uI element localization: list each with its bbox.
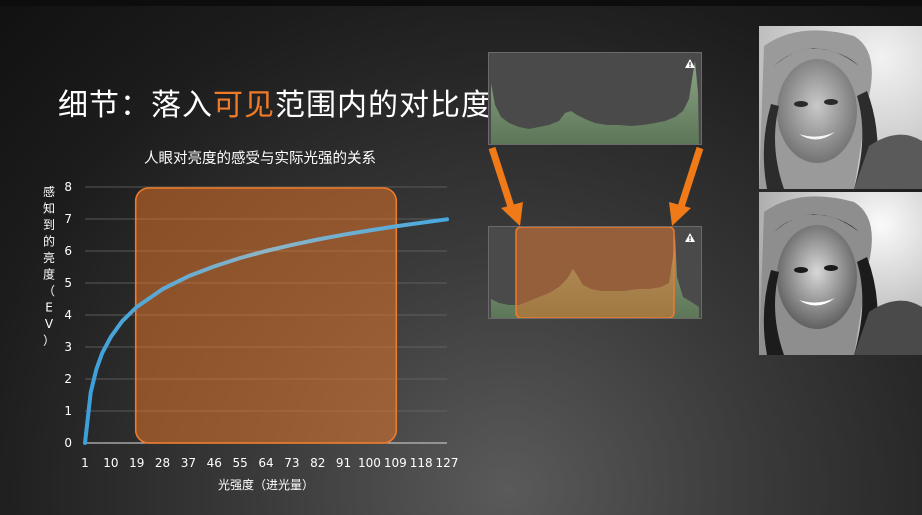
chart-title: 人眼对亮度的感受与实际光强的关系 xyxy=(144,151,376,167)
y-axis-label-char: V xyxy=(45,317,54,331)
x-tick-label: 91 xyxy=(336,456,351,470)
y-tick-label: 2 xyxy=(64,372,72,386)
title-suffix: 范围内的对比度 xyxy=(275,88,492,123)
y-tick-label: 4 xyxy=(64,308,72,322)
down-arrow-icon-right xyxy=(669,146,704,226)
histogram-original-plot xyxy=(491,59,699,144)
y-tick-label: 5 xyxy=(64,276,72,290)
x-tick-label: 55 xyxy=(233,456,248,470)
x-tick-label: 46 xyxy=(207,456,222,470)
y-tick-label: 8 xyxy=(64,180,72,194)
y-axis-label-char: （ xyxy=(43,284,55,298)
y-tick-label: 0 xyxy=(64,436,72,450)
y-axis-label-char: 感 xyxy=(43,184,55,199)
y-axis-label-char: 到 xyxy=(43,218,55,232)
y-axis-label-char: 度 xyxy=(43,267,55,282)
y-tick-label: 1 xyxy=(64,404,72,418)
histogram-stretched-plot xyxy=(491,226,699,319)
y-tick-label: 3 xyxy=(64,340,72,354)
x-tick-label: 1 xyxy=(81,456,89,470)
x-tick-label: 82 xyxy=(310,456,325,470)
title-highlight: 可见 xyxy=(213,88,275,123)
histogram-stretched-curve xyxy=(491,235,699,318)
x-tick-label: 118 xyxy=(410,456,433,470)
y-axis-label-char: 亮 xyxy=(43,250,55,265)
down-arrow-icon-left xyxy=(488,146,523,226)
x-tick-label: 73 xyxy=(284,456,299,470)
warning-triangle-icon xyxy=(685,59,695,68)
series-line xyxy=(83,217,449,445)
x-tick-label: 19 xyxy=(129,456,144,470)
x-tick-label: 127 xyxy=(436,456,459,470)
x-axis-label: 光强度（进光量） xyxy=(218,477,314,492)
slide-title: 细节：落入可见范围内的对比度 xyxy=(58,80,492,124)
portrait-photo-original xyxy=(759,26,922,189)
x-tick-label: 37 xyxy=(181,456,196,470)
arrows xyxy=(488,146,704,226)
x-tick-label: 100 xyxy=(358,456,381,470)
histogram-original-curve xyxy=(491,61,699,144)
y-tick-label: 7 xyxy=(64,212,72,226)
x-tick-label: 64 xyxy=(258,456,273,470)
warning-triangle-icon xyxy=(685,233,695,242)
title-prefix: 细节：落入 xyxy=(58,88,213,123)
x-tick-label: 28 xyxy=(155,456,170,470)
histogram-original xyxy=(488,52,702,145)
histogram-stretched xyxy=(488,226,702,319)
x-tick-label: 10 xyxy=(103,456,118,470)
y-tick-label: 6 xyxy=(64,244,72,258)
y-axis-label-char: ） xyxy=(43,334,55,348)
histogram-visible-range xyxy=(515,226,675,319)
visible-range-highlight xyxy=(134,187,398,444)
x-tick-label: 109 xyxy=(384,456,407,470)
y-axis-label-char: 知 xyxy=(43,202,55,216)
y-axis-label-char: 的 xyxy=(43,234,55,249)
portrait-photo-enhanced xyxy=(759,192,922,355)
top-bar xyxy=(0,0,922,6)
y-axis-label-char: E xyxy=(45,301,53,315)
